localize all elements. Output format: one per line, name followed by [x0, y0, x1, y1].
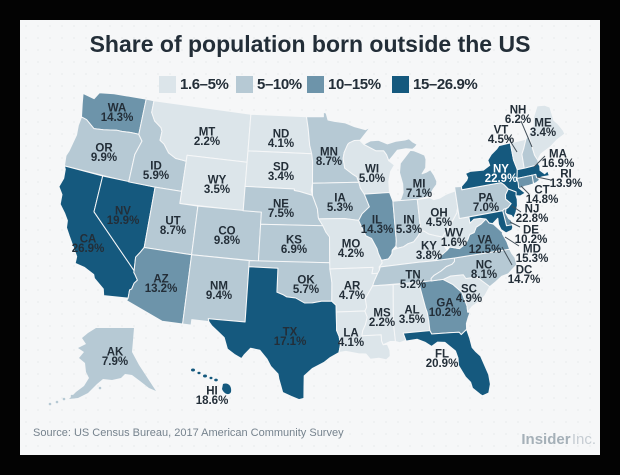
svg-text:AL3.5%: AL 3.5%: [399, 304, 425, 326]
svg-text:SD3.4%: SD 3.4%: [268, 161, 294, 183]
svg-text:WI5.0%: WI 5.0%: [359, 163, 385, 185]
svg-text:CO9.8%: CO 9.8%: [214, 225, 240, 247]
svg-text:SC4.9%: SC 4.9%: [456, 283, 482, 305]
svg-text:MO4.2%: MO 4.2%: [338, 238, 364, 260]
svg-text:OK5.7%: OK 5.7%: [293, 274, 319, 296]
svg-text:KS6.9%: KS 6.9%: [281, 234, 307, 256]
svg-text:OR9.9%: OR 9.9%: [91, 142, 117, 164]
svg-text:OH4.5%: OH 4.5%: [426, 207, 452, 229]
svg-text:PA7.0%: PA 7.0%: [473, 192, 499, 214]
svg-text:WY3.5%: WY 3.5%: [204, 174, 230, 196]
svg-text:NE7.5%: NE 7.5%: [268, 198, 294, 220]
svg-text:UT8.7%: UT 8.7%: [160, 215, 186, 237]
svg-text:ME3.4%: ME 3.4%: [530, 117, 556, 139]
svg-text:VT4.5%: VT 4.5%: [488, 124, 514, 146]
svg-text:AK7.9%: AK 7.9%: [102, 346, 128, 368]
svg-text:MS2.2%: MS 2.2%: [369, 307, 395, 329]
svg-text:LA4.1%: LA 4.1%: [338, 327, 364, 349]
svg-text:WV1.6%: WV 1.6%: [441, 227, 467, 249]
svg-text:NM9.4%: NM 9.4%: [206, 280, 232, 302]
svg-text:NC8.1%: NC 8.1%: [471, 259, 497, 281]
svg-text:TN5.2%: TN 5.2%: [400, 269, 426, 291]
svg-text:MN8.7%: MN 8.7%: [316, 146, 342, 168]
svg-text:KY3.8%: KY 3.8%: [416, 240, 442, 262]
svg-text:ND4.1%: ND 4.1%: [268, 128, 294, 150]
svg-text:MT2.2%: MT 2.2%: [194, 126, 220, 148]
svg-text:AR4.7%: AR 4.7%: [339, 280, 365, 302]
svg-text:NH6.2%: NH 6.2%: [505, 104, 531, 126]
